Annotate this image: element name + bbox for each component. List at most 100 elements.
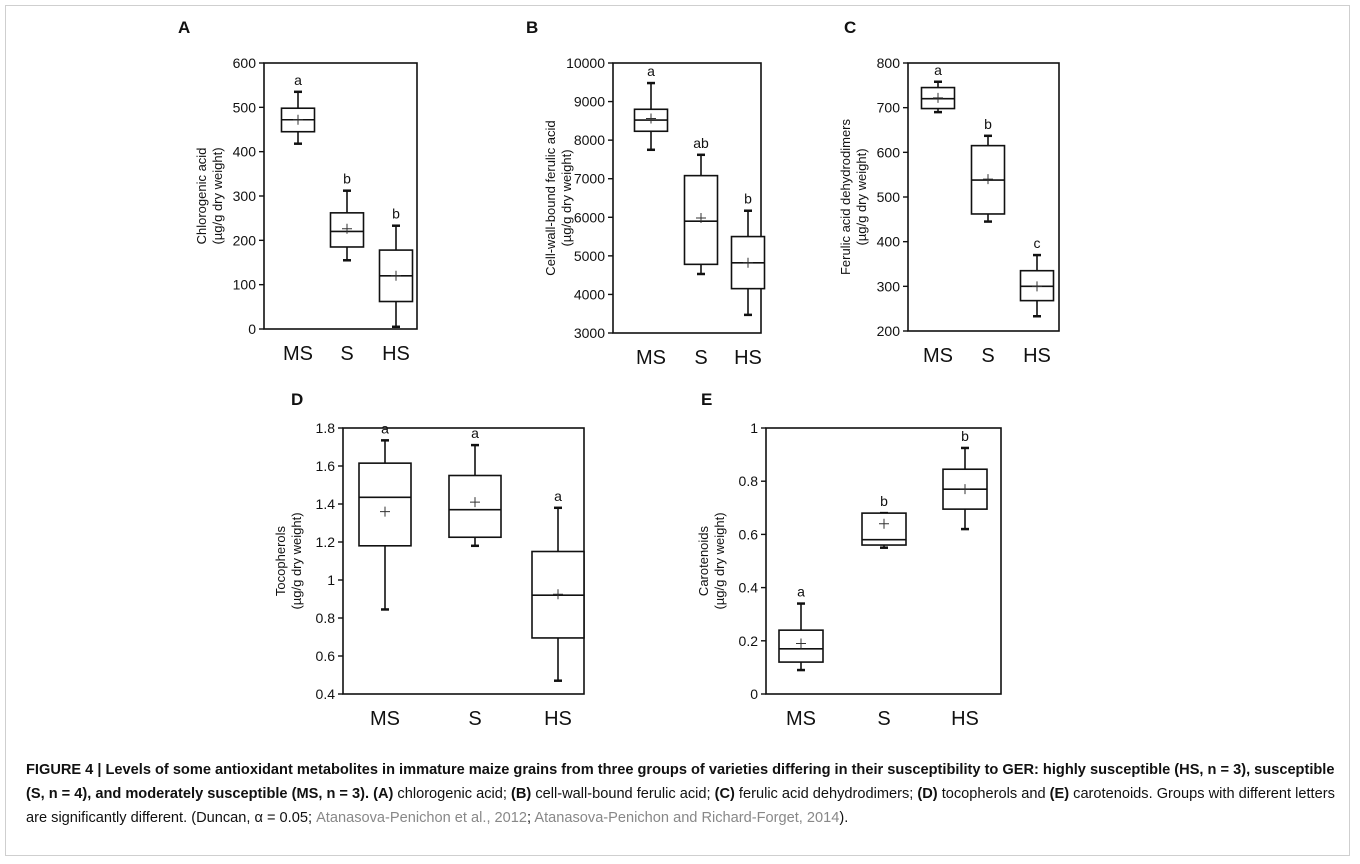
y-tick-label: 600	[877, 144, 901, 160]
y-axis-label: (µg/g dry weight)	[210, 147, 225, 244]
y-tick-label: 10000	[566, 55, 605, 71]
x-tick-label: S	[468, 708, 481, 730]
y-tick-label: 300	[233, 188, 257, 204]
x-tick-label: HS	[1023, 345, 1051, 367]
significance-letter: a	[797, 584, 805, 600]
x-tick-label: HS	[951, 708, 979, 730]
mean-marker	[696, 213, 706, 224]
caption-text: carotenoids. Groups with different lette…	[26, 786, 1335, 826]
x-tick-label: S	[877, 708, 890, 730]
y-tick-label: 700	[877, 100, 901, 116]
significance-letter: a	[647, 63, 655, 79]
box	[358, 462, 412, 547]
significance-letter: b	[343, 171, 351, 187]
panel-label: A	[178, 18, 190, 37]
citation: Atanasova-Penichon et al., 2012	[316, 810, 528, 826]
y-tick-label: 600	[233, 55, 257, 71]
panel-label: E	[701, 390, 712, 409]
y-tick-label: 1.4	[316, 496, 336, 512]
y-tick-label: 400	[877, 234, 901, 250]
significance-letter: ab	[693, 135, 709, 151]
y-tick-label: 0.8	[316, 610, 336, 626]
x-tick-label: MS	[370, 708, 400, 730]
caption-text: ).	[839, 810, 849, 826]
y-tick-label: 0.2	[739, 633, 759, 649]
y-axis-label: Tocopherols	[273, 525, 288, 596]
mean-marker	[470, 497, 480, 508]
y-tick-label: 0	[248, 321, 256, 337]
y-tick-label: 8000	[574, 132, 605, 148]
y-axis-label: Cell-wall-bound ferulic acid	[543, 120, 558, 275]
mean-marker	[342, 223, 352, 234]
y-tick-label: 0	[750, 686, 758, 702]
y-axis-label: Carotenoids	[696, 525, 711, 596]
caption-text: tocopherols and	[937, 786, 1050, 802]
x-tick-label: MS	[786, 708, 816, 730]
y-tick-label: 200	[877, 323, 901, 339]
mean-marker	[646, 113, 656, 124]
x-tick-label: MS	[283, 343, 313, 365]
caption-ref: (C)	[714, 786, 735, 802]
mean-marker	[1032, 281, 1042, 292]
significance-letter: a	[471, 425, 479, 441]
mean-marker	[293, 114, 303, 125]
mean-marker	[391, 270, 401, 281]
mean-marker	[380, 506, 390, 517]
x-tick-label: HS	[734, 347, 762, 369]
x-tick-label: S	[340, 343, 353, 365]
caption-ref: (A)	[369, 786, 394, 802]
y-tick-label: 6000	[574, 209, 605, 225]
y-tick-label: 7000	[574, 171, 605, 187]
panel-label: D	[291, 390, 303, 409]
significance-letter: a	[381, 420, 389, 436]
y-tick-label: 500	[233, 99, 257, 115]
y-tick-label: 800	[877, 55, 901, 71]
significance-letter: a	[554, 488, 562, 504]
y-tick-label: 0.4	[739, 580, 759, 596]
y-tick-label: 400	[233, 144, 257, 160]
y-axis-label: Chlorogenic acid	[194, 148, 209, 245]
figure: A Chlorogenic acid (µg/g dry weight) 0 100 20…	[5, 5, 1350, 856]
caption: FIGURE 4 | Levels of some antioxidant me…	[26, 758, 1348, 830]
mean-marker	[983, 174, 993, 185]
mean-marker	[960, 484, 970, 495]
plot-frame	[612, 62, 762, 334]
x-tick-label: HS	[382, 343, 410, 365]
x-tick-label: S	[981, 345, 994, 367]
significance-letter: b	[961, 428, 969, 444]
caption-text: cell-wall-bound ferulic acid;	[531, 786, 715, 802]
mean-marker	[796, 638, 806, 649]
significance-letter: b	[744, 191, 752, 207]
y-tick-label: 1	[327, 572, 335, 588]
y-tick-label: 1.6	[316, 458, 336, 474]
y-tick-label: 3000	[574, 325, 605, 341]
y-tick-label: 100	[233, 277, 257, 293]
mean-marker	[879, 518, 889, 529]
y-tick-label: 500	[877, 189, 901, 205]
x-tick-label: MS	[923, 345, 953, 367]
y-tick-label: 200	[233, 232, 257, 248]
x-tick-label: S	[694, 347, 707, 369]
caption-ref: (B)	[511, 786, 532, 802]
caption-text: ;	[527, 810, 535, 826]
mean-marker	[553, 589, 563, 600]
y-tick-label: 0.6	[316, 648, 336, 664]
y-axis-label: (µg/g dry weight)	[559, 149, 574, 246]
mean-marker	[743, 257, 753, 268]
y-tick-label: 4000	[574, 286, 605, 302]
box	[683, 174, 719, 266]
significance-letter: b	[984, 116, 992, 132]
caption-ref: (D)	[917, 786, 938, 802]
significance-letter: a	[934, 62, 942, 78]
caption-title: FIGURE 4 | Levels of some antioxidant me…	[26, 762, 1335, 802]
mean-marker	[933, 92, 943, 103]
x-tick-label: MS	[636, 347, 666, 369]
panel-label: B	[526, 18, 538, 37]
y-tick-label: 1.2	[316, 534, 336, 550]
plot-frame	[765, 427, 1002, 695]
citation: Atanasova-Penichon and Richard-Forget, 2…	[534, 810, 840, 826]
caption-text: chlorogenic acid;	[393, 786, 512, 802]
y-axis-label: (µg/g dry weight)	[854, 148, 869, 245]
panel-label: C	[844, 18, 856, 37]
